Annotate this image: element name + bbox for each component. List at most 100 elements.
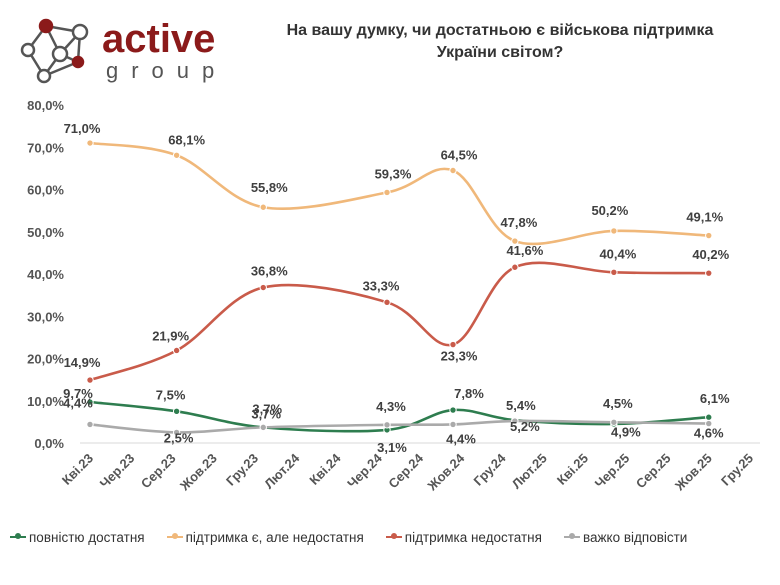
y-tick-label: 10,0% [27, 394, 64, 409]
legend-label: повністю достатня [29, 529, 145, 545]
legend-item: підтримка є, але недостатня [166, 529, 364, 545]
data-label: 41,6% [506, 243, 543, 258]
legend-swatch [166, 533, 183, 539]
data-point [705, 269, 713, 277]
legend-swatch [10, 533, 26, 539]
y-tick-label: 30,0% [27, 309, 64, 324]
data-point [86, 139, 94, 147]
data-label: 4,6% [694, 426, 724, 441]
data-point [610, 268, 618, 277]
data-point [511, 417, 519, 425]
x-tick-label: Гру.25 [718, 451, 756, 489]
data-label: 2,5% [164, 430, 194, 445]
data-label: 3,1% [377, 440, 407, 455]
x-tick-label: Кві.24 [306, 450, 344, 488]
data-label: 6,1% [700, 391, 730, 406]
data-point [172, 407, 181, 416]
x-tick-label: Лют.25 [509, 451, 550, 492]
data-point [86, 420, 94, 429]
data-point [259, 283, 267, 292]
legend-label: підтримка недостатня [404, 529, 542, 545]
data-point [610, 227, 618, 235]
data-point [511, 237, 519, 245]
x-tick-label: Сер.25 [633, 451, 674, 492]
data-label: 4,4% [63, 395, 93, 410]
brand-name-top: active [102, 17, 215, 61]
data-label: 4,9% [611, 424, 641, 439]
y-tick-label: 50,0% [27, 225, 64, 240]
data-point [383, 421, 391, 429]
x-tick-label: Чер.25 [592, 451, 633, 492]
data-point [449, 420, 457, 429]
x-tick-label: Жов.25 [671, 451, 715, 495]
x-tick-label: Кві.23 [59, 451, 96, 488]
y-tick-label: 70,0% [27, 140, 64, 155]
data-point [705, 231, 713, 240]
y-tick-label: 0,0% [34, 436, 64, 451]
y-tick-label: 40,0% [27, 267, 64, 282]
data-point [705, 419, 713, 428]
data-label: 40,4% [599, 246, 636, 261]
data-point [610, 418, 618, 426]
y-tick-label: 60,0% [27, 183, 64, 198]
active-group-logo: active group [20, 17, 227, 84]
x-tick-label: Жов.23 [176, 451, 220, 495]
legend-swatch [385, 533, 402, 539]
data-label: 5,2% [510, 419, 540, 434]
data-point [449, 166, 457, 175]
chart-title: На вашу думку, чи достатньою є військова… [240, 20, 760, 64]
data-point [449, 406, 457, 414]
y-tick-label: 80,0% [27, 98, 64, 113]
data-label: 49,1% [686, 210, 723, 225]
brand-name-bottom: group [106, 58, 227, 83]
data-label: 21,9% [152, 328, 189, 343]
y-tick-label: 20,0% [27, 352, 64, 367]
data-label: 55,8% [251, 180, 288, 195]
data-label: 23,3% [441, 349, 478, 364]
data-point [511, 263, 519, 271]
data-label: 7,5% [156, 387, 186, 402]
data-point [86, 376, 94, 384]
data-label: 3,7% [252, 401, 282, 416]
legend-item: повністю достатня [10, 530, 145, 545]
legend-item: підтримка недостатня [385, 529, 542, 545]
chart-legend: повністю достатня підтримка є, але недост… [10, 527, 780, 547]
chart-title-line-1: На вашу думку, чи достатньою є військова… [286, 22, 714, 39]
series-line [89, 261, 709, 382]
data-label: 40,2% [692, 247, 729, 262]
data-point [172, 346, 181, 355]
x-tick-label: Гру.23 [223, 451, 261, 489]
x-tick-label: Сер.23 [138, 451, 179, 492]
data-point [383, 298, 391, 307]
data-label: 3,7% [251, 406, 281, 421]
x-tick-label: Чер.24 [344, 450, 385, 491]
x-tick-label: Кві.25 [554, 451, 591, 488]
data-point [383, 188, 391, 197]
data-label: 4,4% [446, 431, 476, 446]
legend-label: важко відповісти [582, 529, 688, 545]
x-tick-label: Чер.23 [97, 451, 138, 492]
logo-network-icon [20, 18, 89, 84]
data-label: 50,2% [591, 203, 628, 218]
legend-label: підтримка є, але недостатня [185, 529, 364, 545]
data-point [449, 340, 457, 349]
data-point [86, 398, 94, 406]
legend-item: важко відповісти [563, 529, 688, 545]
data-label: 47,8% [500, 215, 537, 230]
series-line [89, 141, 709, 246]
data-label: 4,5% [603, 396, 633, 411]
x-tick-label: Сер.24 [385, 450, 426, 491]
x-tick-label: Жов.24 [424, 450, 468, 494]
data-label: 71,0% [64, 121, 101, 136]
data-point [705, 413, 713, 421]
data-point [259, 203, 267, 211]
data-point [172, 428, 181, 437]
x-tick-label: Гру.24 [471, 450, 510, 489]
data-point [259, 423, 267, 432]
data-label: 36,8% [251, 264, 288, 279]
data-label: 5,4% [506, 398, 536, 413]
legend-swatch [563, 533, 580, 539]
data-label: 33,3% [363, 278, 400, 293]
data-label: 7,8% [454, 386, 484, 401]
data-label: 68,1% [168, 132, 205, 147]
